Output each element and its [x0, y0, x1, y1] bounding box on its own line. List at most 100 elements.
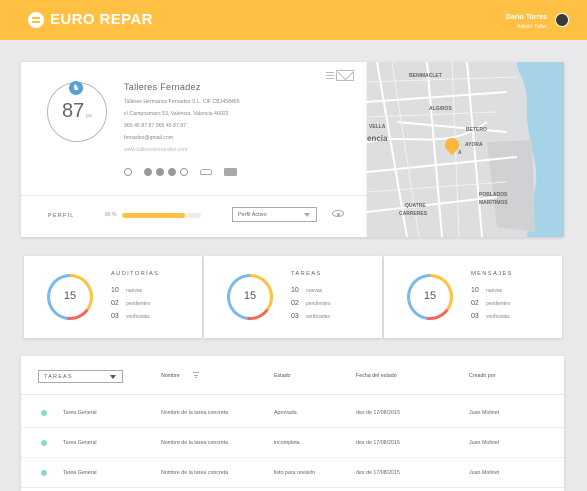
stat-ring — [407, 274, 453, 320]
score-unit: pts — [86, 113, 93, 118]
row-type: Tarea General — [63, 470, 97, 476]
stat-row: 03 verificadas — [471, 313, 510, 320]
stat-ring — [227, 274, 273, 320]
table-row[interactable]: Tarea General Nombre de la tarea concret… — [21, 458, 564, 488]
stat-ring — [47, 274, 93, 320]
table-filter-value: TAREAS — [44, 374, 73, 380]
row-status: Aprovada — [274, 410, 297, 416]
stat-row: 02 pendientes — [471, 300, 511, 307]
row-status: incompleta — [274, 440, 300, 446]
service-tire-icon — [156, 168, 164, 176]
euro-repar-logo-icon — [28, 11, 44, 28]
location-map[interactable]: BENIMACLET ALGIROS VELLA encia BETERO AY… — [367, 62, 564, 237]
stat-row: 02 pendientes — [111, 300, 151, 307]
company-legal-line: Talleres Hermanos Fernadez S.L. CIF CBJ4… — [124, 99, 240, 105]
map-label: encia — [367, 134, 388, 143]
profile-progress-bar — [122, 213, 201, 218]
stat-total: 15 — [423, 290, 437, 302]
map-label: POBLADOS — [479, 192, 508, 198]
stat-row: 03 verificadas — [111, 313, 150, 320]
company-name: Talleres Fernadez — [124, 82, 201, 92]
map-label: BENIMACLET — [409, 73, 442, 79]
stat-title: MENSAJES — [471, 271, 513, 277]
stat-total: 15 — [243, 290, 257, 302]
company-address: c/ Camposmaro 53, Valencia. Valencia 460… — [124, 111, 229, 117]
stat-row: 10 nuevas — [471, 287, 503, 294]
service-oil-icon — [168, 168, 176, 176]
perfil-label: PERFIL — [48, 213, 75, 219]
stat-card-mensajes[interactable]: 15 MENSAJES 10 nuevas 02 pendientes 03 veri… — [384, 256, 562, 338]
trophy-badge-icon: ♞ — [69, 81, 83, 95]
top-bar: EURO REPAR Dario Torres Admin Taller — [0, 0, 587, 40]
row-type: Tarea General — [63, 410, 97, 416]
row-creator: Juan Molinet — [469, 410, 500, 416]
map-label: BETERO — [466, 127, 487, 133]
truck-icon — [224, 168, 237, 176]
table-row[interactable]: Tarea General Nombre de la tarea concret… — [21, 398, 564, 428]
column-header-creado[interactable]: Creado por — [469, 373, 496, 379]
completion-percent: 80 % — [105, 212, 117, 218]
avatar[interactable] — [555, 13, 569, 27]
service-battery-icon — [180, 168, 188, 176]
map-label: QUATRE — [405, 203, 426, 209]
stat-total: 15 — [63, 290, 77, 302]
service-paint-icon — [144, 168, 152, 176]
row-creator: Juan Molinet — [469, 440, 500, 446]
column-header-fecha[interactable]: Fecha del estado — [356, 373, 397, 379]
sort-icon[interactable] — [193, 372, 199, 380]
row-name: Nombre de la tarea concreta — [161, 410, 229, 416]
status-dot — [41, 410, 47, 416]
chevron-down-icon — [304, 213, 310, 217]
score-value: 87 — [62, 100, 85, 122]
profile-progress-fill — [122, 213, 186, 218]
message-lines-icon — [326, 72, 334, 81]
row-date: des de 17/08/2015 — [356, 440, 400, 446]
table-row[interactable]: Tarea General Nombre de la tarea concret… — [21, 428, 564, 458]
row-type: Tarea General — [63, 440, 97, 446]
stat-card-auditorias[interactable]: 15 AUDITORÍAS 10 nuevas 02 pendientes 03 ve… — [24, 256, 202, 338]
company-email[interactable]: fernadez@gmail.com — [124, 135, 174, 141]
row-name: Nombre de la tarea concreta — [161, 440, 229, 446]
stat-title: TAREAS — [291, 271, 322, 277]
tasks-table: TAREAS Nombre Estado Fecha del estado Cr… — [21, 356, 564, 491]
row-date: des de 17/08/2015 — [356, 470, 400, 476]
map-label: CARRERES — [399, 211, 428, 217]
divider — [21, 394, 564, 395]
stat-row: 02 pendientes — [291, 300, 331, 307]
stat-card-tareas[interactable]: 15 TAREAS 10 nuevas 02 pendientes 03 verifi… — [204, 256, 382, 338]
map-label: AYORA — [465, 142, 483, 148]
service-wheel-icon — [124, 168, 132, 176]
divider — [21, 195, 367, 196]
status-dot — [41, 440, 47, 446]
stat-row: 10 nuevas — [111, 287, 143, 294]
stat-row: 03 verificadas — [291, 313, 330, 320]
map-label: VELLA — [369, 124, 386, 130]
table-filter-select[interactable]: TAREAS — [38, 370, 123, 383]
service-icons — [124, 168, 237, 176]
map-label: ALGIROS — [429, 106, 452, 112]
profile-status-select[interactable]: Perfil Activo — [232, 207, 317, 222]
stat-title: AUDITORÍAS — [111, 271, 160, 277]
mail-icon[interactable] — [336, 70, 354, 81]
user-role: Admin Taller — [516, 24, 547, 30]
user-menu[interactable]: Dario Torres Admin Taller — [506, 14, 547, 30]
eye-icon[interactable] — [332, 210, 344, 217]
car-icon — [200, 169, 212, 175]
brand-logo[interactable]: EURO REPAR — [28, 11, 153, 28]
profile-status-value: Perfil Activo — [238, 212, 267, 218]
row-status: listo para revisión — [274, 470, 316, 476]
map-streets — [367, 62, 564, 237]
company-website[interactable]: www.talleresfernandez.com — [124, 147, 188, 153]
brand-name: EURO REPAR — [50, 11, 153, 28]
map-label: MARITIMOS — [479, 200, 508, 206]
chevron-down-icon — [110, 375, 116, 379]
column-header-nombre[interactable]: Nombre — [161, 373, 180, 379]
row-name: Nombre de la tarea concreta — [161, 470, 229, 476]
status-dot — [41, 470, 47, 476]
row-date: des de 17/08/2015 — [356, 410, 400, 416]
column-header-estado[interactable]: Estado — [274, 373, 291, 379]
map-label: A — [458, 150, 462, 156]
user-name: Dario Torres — [505, 14, 547, 21]
workshop-profile-card: ♞ 87 pts Talleres Fernadez Talleres Herm… — [21, 62, 367, 237]
row-creator: Juan Molinet — [469, 470, 500, 476]
